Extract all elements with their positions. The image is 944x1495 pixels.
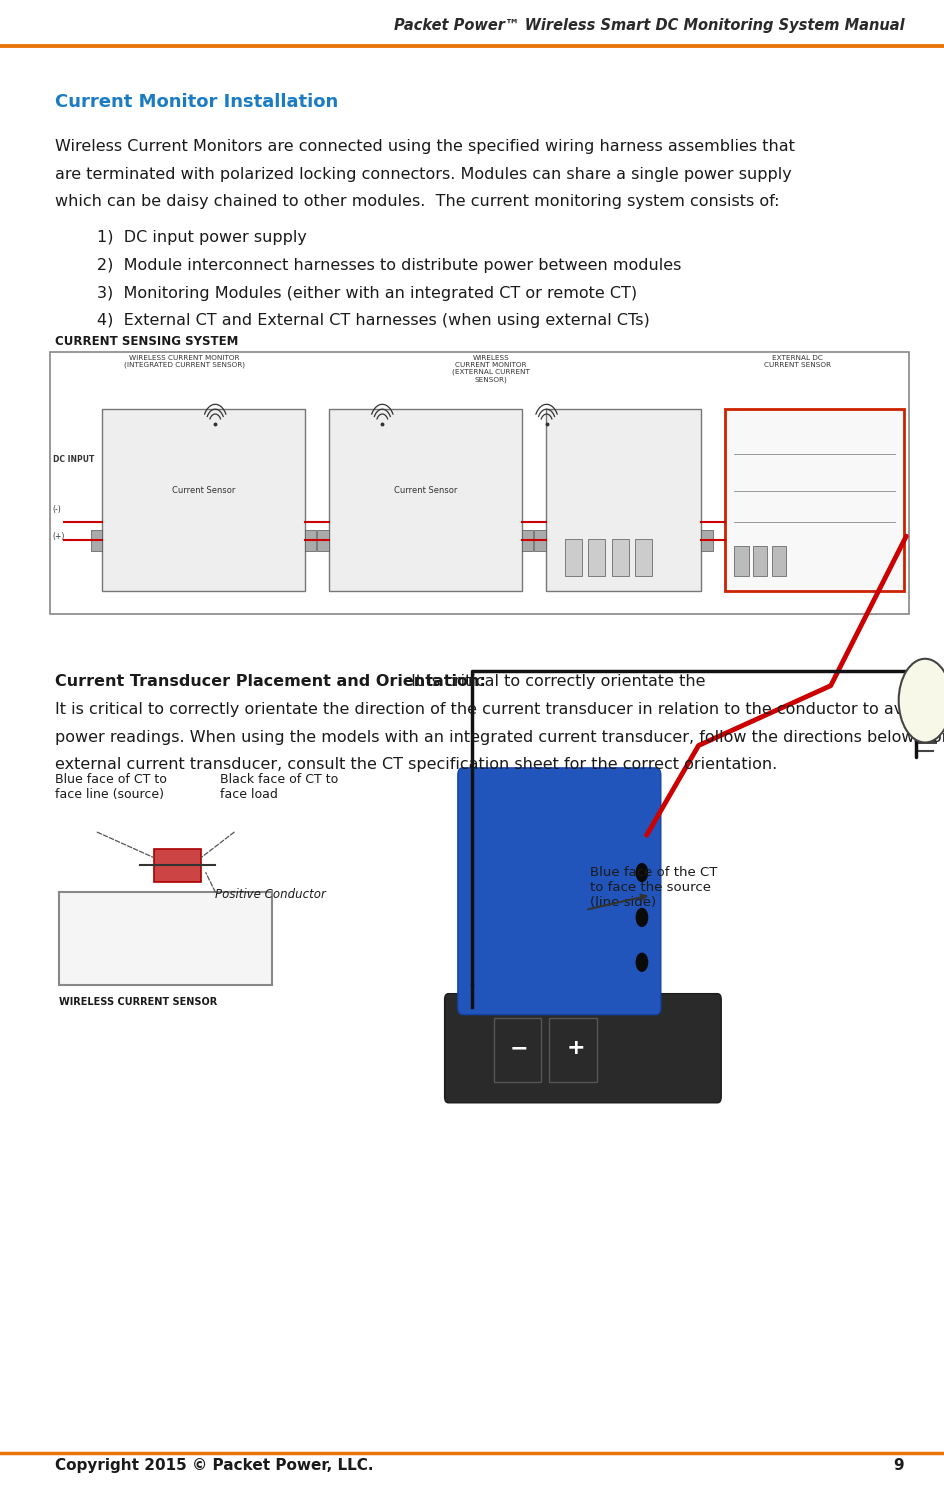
Text: It is critical to correctly orientate the direction of the current transducer in: It is critical to correctly orientate th… <box>55 703 944 718</box>
Bar <box>91 529 102 550</box>
Text: Current Monitor Installation: Current Monitor Installation <box>55 93 338 111</box>
Text: WIRELESS CURRENT MONITOR
(INTEGRATED CURRENT SENSOR): WIRELESS CURRENT MONITOR (INTEGRATED CUR… <box>124 354 244 368</box>
Text: −: − <box>510 1038 529 1058</box>
Text: Copyright 2015 © Packet Power, LLC.: Copyright 2015 © Packet Power, LLC. <box>55 1458 373 1473</box>
Text: (+): (+) <box>53 532 65 541</box>
Circle shape <box>636 954 648 972</box>
Circle shape <box>636 864 648 882</box>
Bar <box>317 529 329 550</box>
Bar <box>329 408 522 591</box>
Bar <box>534 529 546 550</box>
Bar <box>154 849 201 882</box>
Text: 9: 9 <box>894 1458 904 1473</box>
Bar <box>725 408 904 591</box>
Bar <box>59 893 272 985</box>
Text: external current transducer, consult the CT specification sheet for the correct : external current transducer, consult the… <box>55 758 777 773</box>
Bar <box>494 1018 541 1082</box>
Bar <box>701 529 713 550</box>
Circle shape <box>636 909 648 927</box>
Text: Wireless Current Monitors are connected using the specified wiring harness assem: Wireless Current Monitors are connected … <box>55 139 795 154</box>
Text: WIRELESS
CURRENT MONITOR
(EXTERNAL CURRENT
SENSOR): WIRELESS CURRENT MONITOR (EXTERNAL CURRE… <box>452 354 530 383</box>
Text: Black face of CT to
face load: Black face of CT to face load <box>220 773 338 801</box>
Bar <box>305 529 316 550</box>
Text: 1)  DC input power supply: 1) DC input power supply <box>97 230 307 245</box>
Bar <box>734 546 749 576</box>
FancyBboxPatch shape <box>458 768 661 1015</box>
Text: are terminated with polarized locking connectors. Modules can share a single pow: are terminated with polarized locking co… <box>55 166 791 182</box>
Text: +: + <box>566 1038 585 1058</box>
Text: power readings. When using the models with an integrated current transducer, fol: power readings. When using the models wi… <box>55 730 944 745</box>
Text: Packet Power™ Wireless Smart DC Monitoring System Manual: Packet Power™ Wireless Smart DC Monitori… <box>394 18 904 33</box>
FancyBboxPatch shape <box>445 994 721 1103</box>
Bar <box>549 1018 597 1082</box>
Bar <box>522 529 533 550</box>
Text: WIRELESS CURRENT SENSOR: WIRELESS CURRENT SENSOR <box>59 997 218 1006</box>
Text: Blue face of the CT
to face the source
(line side): Blue face of the CT to face the source (… <box>590 866 717 909</box>
Text: which can be daisy chained to other modules.  The current monitoring system cons: which can be daisy chained to other modu… <box>55 194 779 209</box>
Text: It is critical to correctly orientate the: It is critical to correctly orientate th… <box>406 674 705 689</box>
Bar <box>753 546 767 576</box>
Bar <box>772 546 786 576</box>
Bar <box>612 538 629 576</box>
Bar <box>565 538 582 576</box>
Bar <box>635 538 652 576</box>
Text: 3)  Monitoring Modules (either with an integrated CT or remote CT): 3) Monitoring Modules (either with an in… <box>97 286 637 300</box>
Bar <box>546 408 701 591</box>
Text: 2)  Module interconnect harnesses to distribute power between modules: 2) Module interconnect harnesses to dist… <box>97 259 682 274</box>
Circle shape <box>899 659 944 743</box>
Bar <box>102 408 305 591</box>
Text: 4)  External CT and External CT harnesses (when using external CTs): 4) External CT and External CT harnesses… <box>97 314 650 329</box>
Text: Current Sensor: Current Sensor <box>394 486 457 495</box>
Text: Current Transducer Placement and Orientation:: Current Transducer Placement and Orienta… <box>55 674 485 689</box>
Text: Current Sensor: Current Sensor <box>172 486 235 495</box>
Bar <box>50 351 909 613</box>
Text: Positive Conductor: Positive Conductor <box>215 888 326 900</box>
Text: EXTERNAL DC
CURRENT SENSOR: EXTERNAL DC CURRENT SENSOR <box>765 354 831 368</box>
Text: DC INPUT: DC INPUT <box>53 456 94 465</box>
Text: Blue face of CT to
face line (source): Blue face of CT to face line (source) <box>55 773 167 801</box>
Text: CURRENT SENSING SYSTEM: CURRENT SENSING SYSTEM <box>55 335 238 348</box>
Bar <box>588 538 605 576</box>
Text: (-): (-) <box>53 505 61 514</box>
